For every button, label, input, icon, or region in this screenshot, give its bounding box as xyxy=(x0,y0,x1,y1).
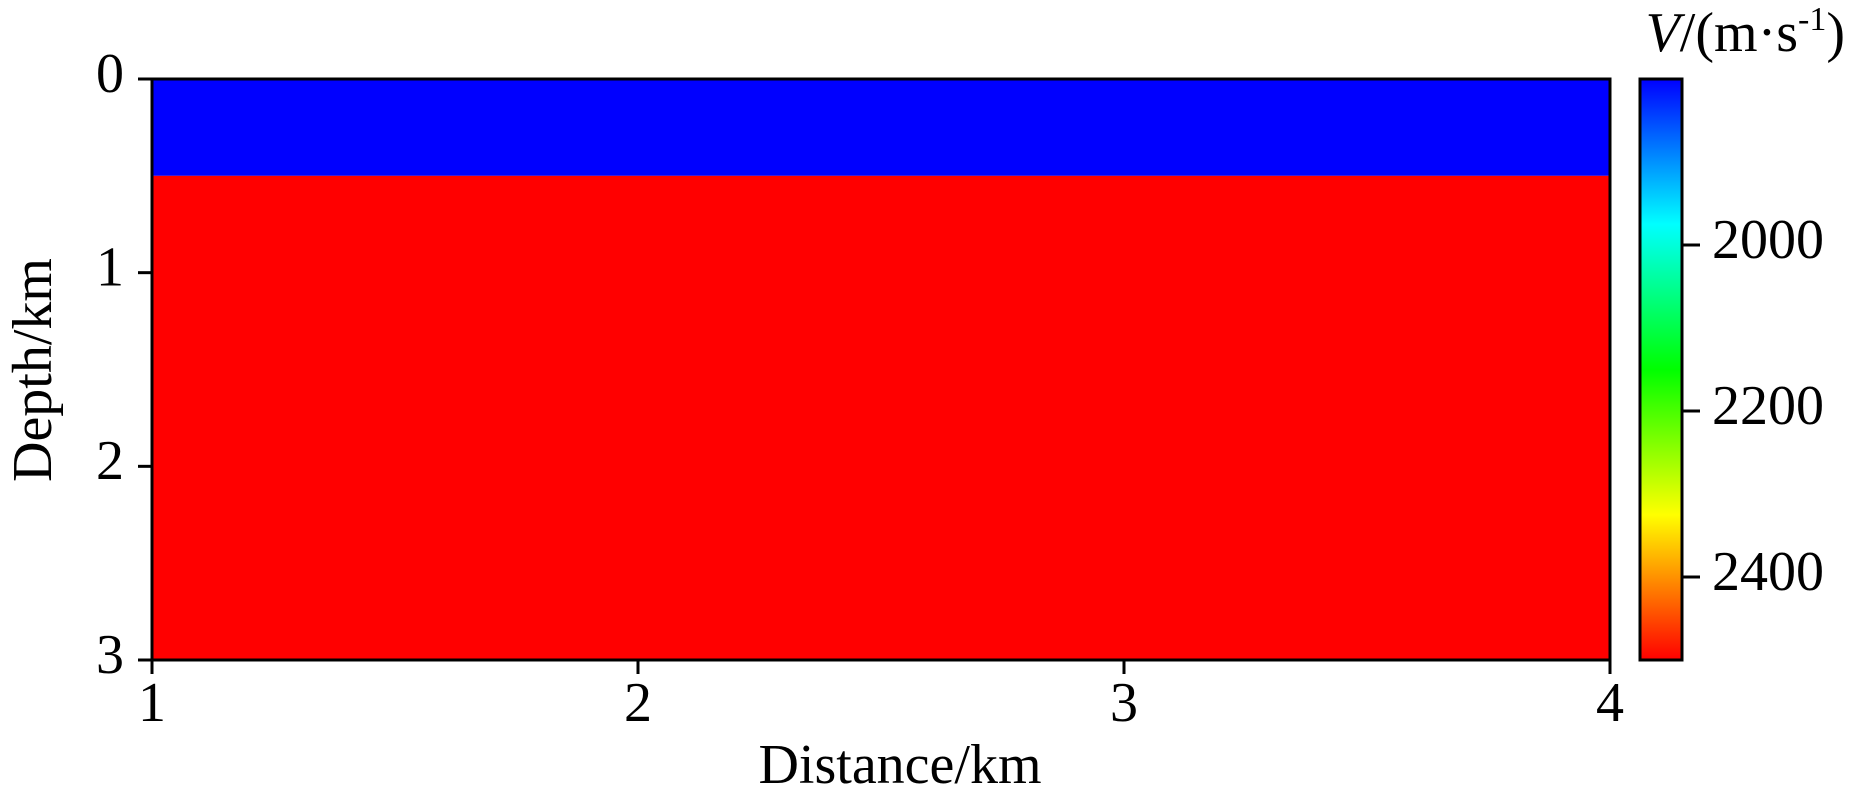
colorbar-label-close: ) xyxy=(1826,2,1845,64)
colorbar-tick-label: 2200 xyxy=(1712,375,1824,437)
plot-frame xyxy=(150,77,1612,662)
y-tick-label: 3 xyxy=(96,624,124,686)
colorbar-label: V/(m·s-1) xyxy=(1646,1,1845,64)
layer xyxy=(152,175,1610,661)
colorbar xyxy=(1638,77,1684,662)
y-axis-label: Depth/km xyxy=(2,258,64,482)
colorbar-label-unit: /(m·s xyxy=(1680,2,1798,64)
x-tick-label: 1 xyxy=(138,672,166,734)
y-tick-label: 2 xyxy=(96,430,124,492)
colorbar-label-symbol: V xyxy=(1646,2,1686,64)
y-tick-label: 1 xyxy=(96,237,124,299)
colorbar-label-exponent: -1 xyxy=(1798,1,1826,38)
x-axis-label: Distance/km xyxy=(758,734,1041,796)
x-tick-label: 4 xyxy=(1596,672,1624,734)
x-tick-label: 2 xyxy=(624,672,652,734)
layer xyxy=(152,79,1610,176)
y-tick-label: 0 xyxy=(96,43,124,105)
x-tick-label: 3 xyxy=(1110,672,1138,734)
colorbar-tick-label: 2000 xyxy=(1712,209,1824,271)
colorbar-tick-label: 2400 xyxy=(1712,541,1824,603)
